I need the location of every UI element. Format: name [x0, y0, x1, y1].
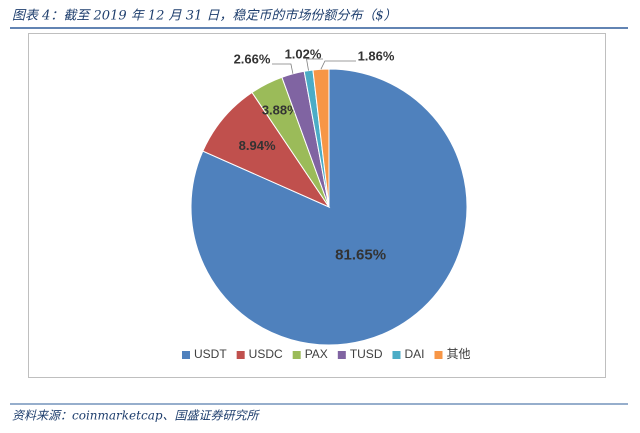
leader-line [272, 63, 294, 74]
legend-swatch [182, 351, 190, 359]
legend-swatch [236, 351, 245, 359]
data-label: 81.65% [335, 247, 386, 264]
leader-line [320, 60, 356, 70]
data-label: 1.02% [285, 46, 322, 61]
pie-slice [190, 68, 468, 346]
legend-swatch [434, 351, 443, 359]
leader-line [306, 58, 323, 71]
legend-label: 其他 [447, 347, 471, 361]
source: 资料来源：coinmarketcap、国盛证券研究所 [12, 409, 261, 423]
legend-swatch [392, 351, 401, 359]
legend-label: TUSD [350, 347, 383, 361]
data-label: 2.66% [234, 51, 271, 66]
data-label: 8.94% [239, 138, 276, 153]
legend-label: DAI [404, 347, 424, 361]
legend-label: USDC [249, 347, 283, 361]
chart-title: 图表 4：截至 2019 年 12 月 31 日，稳定币的市场份额分布（$） [12, 8, 397, 24]
legend-label: PAX [305, 347, 328, 361]
plot-frame [28, 33, 606, 378]
legend-swatch [337, 351, 346, 359]
legend-swatch [292, 351, 301, 359]
data-label: 3.88% [262, 102, 299, 117]
legend-label: USDT [194, 347, 227, 361]
data-label: 1.86% [358, 48, 395, 63]
